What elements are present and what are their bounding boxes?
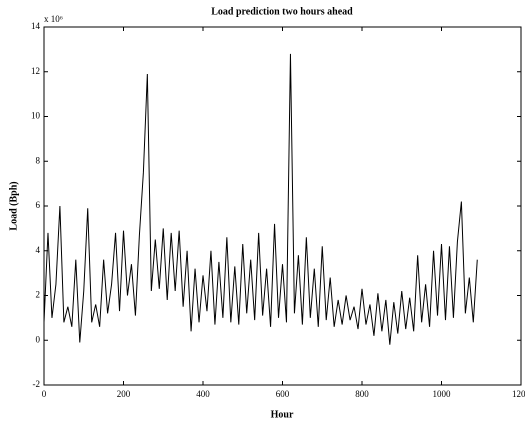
x-tick-label: 800: [355, 389, 369, 399]
y-tick-label: -2: [33, 379, 41, 389]
x-axis-label: Hour: [271, 409, 294, 420]
chart-title: Load prediction two hours ahead: [211, 6, 353, 17]
x-tick-label: 200: [117, 389, 131, 399]
x-tick-label: 0: [42, 389, 47, 399]
y-multiplier: x 10⁶: [44, 14, 63, 24]
x-tick-label: 1000: [433, 389, 452, 399]
y-tick-label: 4: [36, 245, 41, 255]
y-tick-label: 2: [36, 290, 41, 300]
x-tick-label: 600: [276, 389, 290, 399]
y-tick-label: 14: [31, 21, 41, 31]
y-axis-label: Load (Bph): [8, 181, 19, 230]
line-series: [43, 53, 478, 345]
x-tick-label: 400: [196, 389, 210, 399]
y-tick-label: 12: [31, 66, 40, 76]
y-tick-label: 6: [36, 200, 41, 210]
y-tick-label: 10: [31, 111, 41, 121]
y-tick-label: 8: [36, 155, 41, 165]
x-tick-label: 1200: [512, 389, 525, 399]
plot-frame: [43, 26, 522, 386]
y-tick-label: 0: [36, 334, 41, 344]
